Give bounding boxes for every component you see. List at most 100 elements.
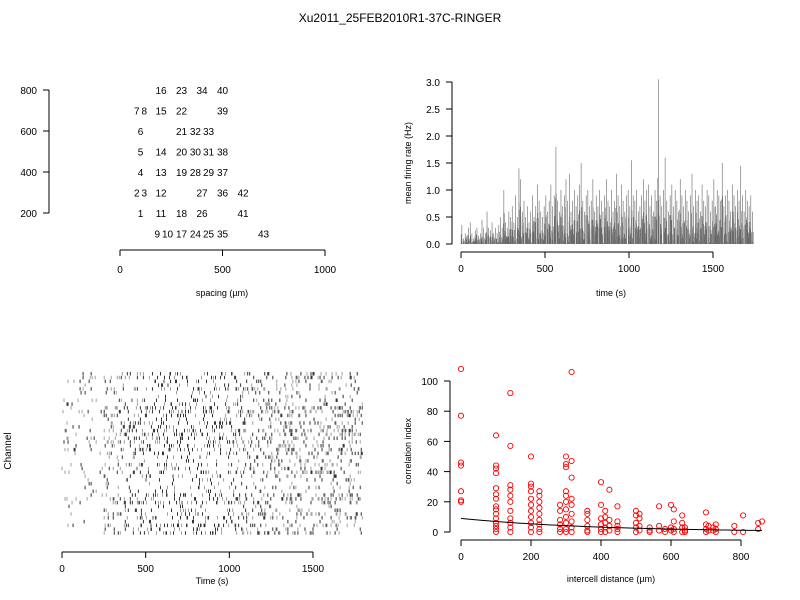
x-tick-label: 0	[117, 265, 123, 276]
scatter-point	[457, 412, 465, 419]
scatter-point	[606, 522, 613, 530]
scatter-point	[679, 512, 686, 519]
scatter-point	[457, 498, 465, 505]
scatter-point	[507, 492, 514, 499]
electrode-label: 19	[176, 168, 188, 179]
electrode-label: 34	[196, 86, 208, 97]
electrode-label: 33	[203, 127, 215, 138]
scatter-point	[614, 525, 621, 533]
scatter-point	[562, 453, 570, 460]
scatter-point	[492, 519, 500, 526]
y-tick-label: 20	[427, 498, 439, 509]
scatter-point	[646, 524, 653, 531]
scatter-point	[557, 528, 564, 536]
x-tick-label: 1000	[618, 264, 641, 275]
scatter-point	[527, 501, 535, 508]
electrode-label: 14	[155, 148, 167, 159]
scatter-point	[568, 495, 575, 502]
scatter-point	[536, 488, 543, 495]
scatter-point	[527, 483, 535, 490]
raster-panel: 0 500 1000 1500 Time (s) Channel	[3, 372, 363, 586]
scatter-point	[527, 488, 535, 495]
scatter-point	[632, 507, 640, 514]
scatter-point	[492, 462, 500, 469]
scatter-point	[670, 506, 677, 513]
scatter-point	[507, 507, 514, 514]
scatter-point	[602, 507, 609, 514]
scatter-point	[492, 522, 500, 530]
scatter-point	[507, 482, 514, 489]
scatter-point	[670, 518, 677, 525]
electrode-label: 16	[155, 86, 167, 97]
y-axis-label: Channel	[3, 432, 14, 469]
scatter-point	[527, 507, 535, 514]
electrode-label: 29	[203, 168, 215, 179]
scatter-point	[755, 519, 762, 526]
scatter-point	[557, 521, 564, 528]
scatter-point	[584, 516, 591, 523]
y-tick-label: 2.0	[426, 132, 440, 143]
electrode-label: 13	[155, 168, 167, 179]
y-tick-label: 100	[421, 377, 438, 388]
scatter-point	[557, 525, 564, 533]
scatter-point	[584, 528, 591, 536]
scatter-point	[457, 459, 465, 466]
scatter-point	[646, 528, 653, 536]
x-tick-label: 1000	[218, 564, 241, 575]
scatter-point	[632, 512, 640, 519]
scatter-point	[568, 528, 575, 536]
scatter-point	[755, 525, 762, 533]
scatter-point	[656, 527, 663, 534]
scatter-point	[562, 488, 570, 495]
scatter-point	[527, 453, 535, 460]
electrode-label: 26	[196, 209, 208, 220]
x-tick-label: 800	[733, 552, 750, 563]
scatter-point	[656, 503, 663, 510]
electrode-label: 5	[138, 148, 144, 159]
scatter-point	[712, 521, 719, 528]
y-tick-label: 2.5	[426, 105, 440, 116]
y-tick-label: 0.0	[426, 240, 440, 251]
electrode-label: 10	[162, 230, 174, 241]
scatter-point	[492, 528, 500, 536]
electrode-label: 28	[190, 168, 202, 179]
scatter-point	[740, 512, 747, 519]
scatter-point	[507, 524, 514, 531]
scatter-point	[492, 485, 500, 492]
scatter-point	[492, 495, 500, 502]
x-tick-label: 1500	[302, 564, 325, 575]
x-axis-label: spacing (µm)	[196, 288, 248, 298]
scatter-point	[536, 516, 543, 523]
y-tick-label: 80	[427, 407, 439, 418]
scatter-point	[636, 515, 643, 522]
y-tick-label: 0	[432, 528, 438, 539]
scatter-point	[568, 474, 575, 481]
scatter-point	[562, 460, 570, 468]
figure-title: Xu2011_25FEB2010R1-37C-RINGER	[299, 11, 502, 25]
scatter-point	[557, 501, 564, 508]
y-tick-label: 1.5	[426, 159, 440, 170]
scatter-point	[507, 515, 514, 522]
scatter-point	[457, 462, 465, 469]
electrode-label: 39	[217, 107, 229, 118]
scatter-point	[636, 510, 643, 517]
y-tick-label: 1.0	[426, 186, 440, 197]
electrode-label: 41	[237, 209, 249, 220]
scatter-point	[492, 432, 500, 439]
scatter-point	[562, 513, 570, 520]
electrode-label: 11	[156, 209, 167, 220]
scatter-point	[527, 495, 535, 502]
scatter-point	[632, 528, 640, 536]
scatter-point	[527, 513, 535, 520]
x-tick-label: 0	[59, 564, 65, 575]
electrode-label: 20	[176, 148, 188, 159]
electrode-label: 38	[217, 148, 229, 159]
scatter-point	[632, 519, 640, 526]
x-tick-label: 400	[593, 552, 610, 563]
scatter-point	[568, 368, 575, 375]
scatter-point	[536, 498, 543, 505]
x-tick-label: 500	[137, 564, 154, 575]
scatter-point	[562, 525, 570, 533]
scatter-point	[568, 524, 575, 531]
